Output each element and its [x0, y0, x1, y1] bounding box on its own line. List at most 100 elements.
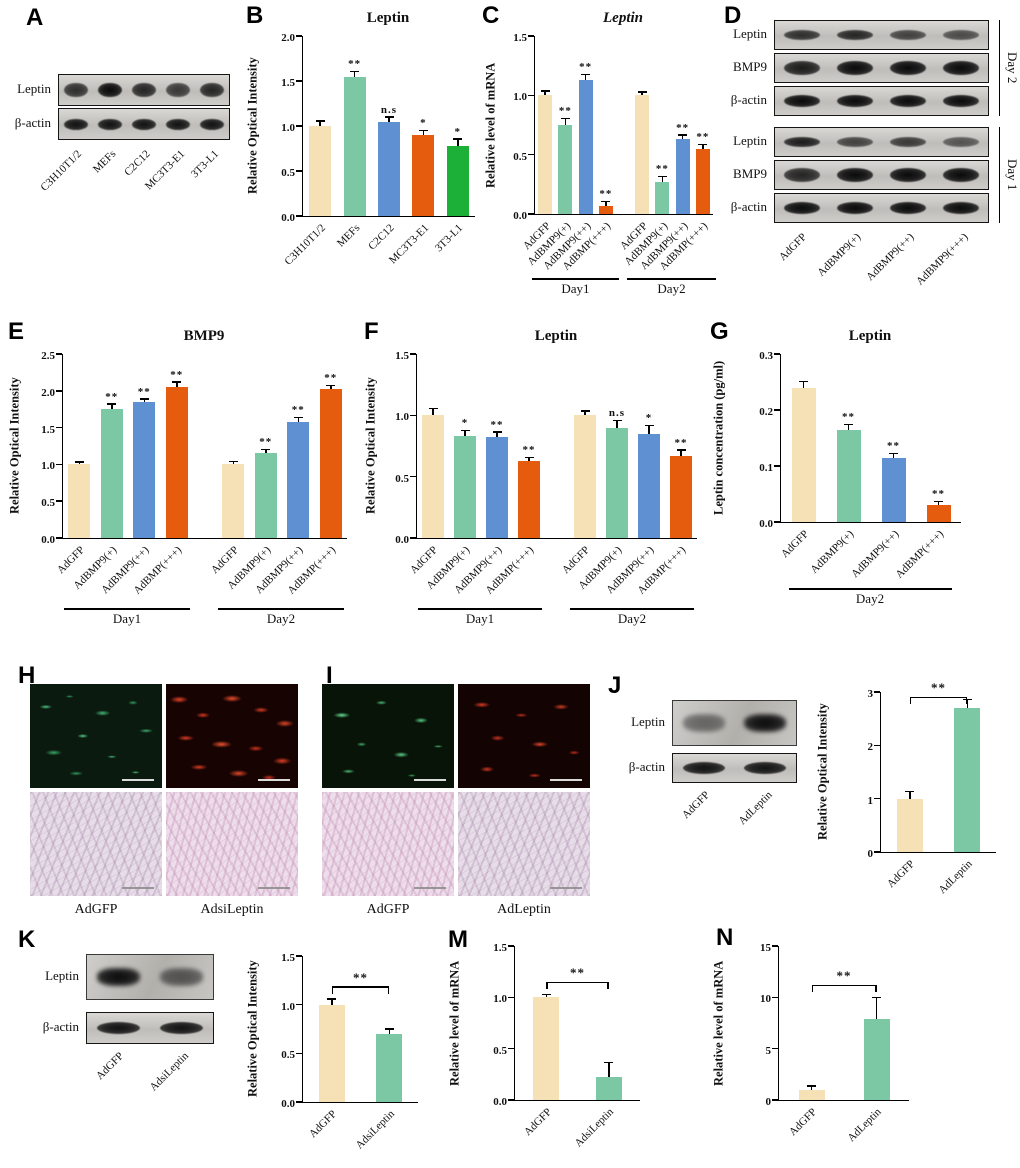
- band-name-label: β-actin: [42, 1019, 79, 1034]
- band-name-label: Leptin: [631, 714, 665, 729]
- y-tick: [410, 353, 416, 355]
- y-tick-label: 1.0: [395, 411, 409, 424]
- scale-bar: [414, 779, 446, 781]
- protein-band: [98, 118, 122, 130]
- y-tick: [528, 153, 534, 156]
- panel-label-i: I: [326, 662, 333, 689]
- error-bar: [297, 418, 299, 422]
- y-tick: [296, 170, 302, 172]
- scale-bar: [122, 779, 154, 781]
- data-bar: [412, 135, 435, 216]
- panel-label-e: E: [8, 318, 25, 345]
- y-tick: [410, 414, 416, 417]
- brightfield-image: [166, 792, 298, 896]
- y-tick-label: 2.0: [41, 386, 55, 399]
- data-bar: [287, 421, 310, 538]
- protein-band: [836, 61, 873, 75]
- western-blot-strip: [86, 954, 214, 1000]
- error-bar-cap: [905, 790, 915, 793]
- error-bar: [937, 502, 940, 506]
- protein-band: [943, 202, 980, 214]
- protein-band: [783, 168, 820, 182]
- microscopy-panel-i: AdGFP AdLeptin: [306, 662, 600, 928]
- error-bar-cap: [541, 993, 551, 996]
- y-tick: [296, 125, 302, 127]
- protein-band: [943, 61, 980, 75]
- error-bar: [564, 119, 567, 125]
- significance-label: **: [522, 444, 536, 457]
- day2-bracket-line: [999, 20, 1001, 116]
- western-blot-strip: [774, 193, 989, 223]
- y-tick-label: 0.0: [513, 210, 527, 222]
- chart-title: Leptin: [534, 328, 578, 344]
- gfp-fluorescence-image: [322, 684, 454, 788]
- data-bar: [954, 708, 981, 852]
- condition-label: AdLeptin: [497, 902, 551, 917]
- western-blot-strip: [774, 86, 989, 116]
- bar-chart-adleptin-protein: Relative Optical Intensity 0 1 2 3 ** AdGFP AdL…: [810, 666, 1020, 930]
- axis-tick-label: C3H10T1/2: [38, 148, 84, 194]
- protein-band: [132, 118, 156, 130]
- plot-area: 0.0 0.1 0.2 0.3 ** ** **: [759, 350, 961, 530]
- y-tick-label: 1.0: [281, 122, 295, 134]
- y-tick-label: 5: [765, 1044, 772, 1057]
- error-bar: [330, 386, 332, 390]
- group-label: Day1: [561, 281, 590, 296]
- protein-band: [682, 714, 725, 732]
- sig-bracket-end: [331, 987, 334, 994]
- protein-band: [744, 762, 787, 774]
- data-bar: [896, 798, 923, 852]
- plot-area: 0.0 0.5 1.0 1.5 * ** ** n.s * **: [395, 350, 697, 546]
- data-bar: [675, 139, 690, 214]
- data-bar: [518, 460, 540, 538]
- error-bar-cap: [807, 1085, 816, 1087]
- error-bar-cap: [934, 500, 943, 503]
- error-bar-cap: [428, 407, 438, 410]
- significance-label: **: [259, 436, 273, 449]
- axis-tick-label: AdGFP: [778, 528, 811, 561]
- protein-band: [64, 118, 88, 130]
- group-underline: [64, 608, 190, 610]
- y-tick-label: 10: [760, 993, 771, 1006]
- y-axis-title: Leptin concentration (pg/ml): [711, 360, 726, 516]
- error-bar: [681, 135, 684, 140]
- day1-bracket-line: [999, 127, 1001, 223]
- group-label: Day1: [465, 611, 495, 626]
- y-tick: [508, 996, 514, 999]
- error-bar: [111, 404, 113, 410]
- panel-label-c: C: [482, 2, 500, 29]
- data-bar: [378, 121, 400, 216]
- band-name-label: β-actin: [730, 199, 767, 214]
- protein-band: [783, 95, 820, 107]
- y-tick: [56, 426, 62, 429]
- sig-bracket-end: [607, 983, 609, 990]
- gfp-fluorescence-image: [30, 684, 162, 788]
- western-blot-strip: [774, 20, 989, 50]
- significance-label: **: [836, 968, 852, 984]
- bar-chart-leptin-cells: Leptin Relative Optical Intensity 0.0 0.5 1.…: [240, 0, 475, 318]
- plot-area: 0 5 10 15 **: [760, 942, 909, 1108]
- y-tick: [508, 1047, 514, 1050]
- bar-chart-leptin-elisa: Leptin Leptin concentration (pg/ml) 0.0 0.1…: [706, 318, 1020, 628]
- y-tick: [774, 409, 780, 411]
- significance-label: **: [353, 969, 368, 985]
- error-bar: [528, 458, 530, 461]
- error-bar: [319, 121, 321, 126]
- error-bar-cap: [560, 117, 570, 120]
- bar-chart-leptin-mrna: Leptin Relative level of mRNA 0.0 0.5 1.0 1.5…: [478, 0, 720, 318]
- sig-bracket: [811, 984, 877, 987]
- significance-label: n.s: [608, 407, 626, 420]
- protein-band: [890, 168, 927, 182]
- data-bar: [68, 464, 91, 538]
- chart-title: BMP9: [183, 328, 225, 344]
- y-axis-title: Relative level of mRNA: [447, 960, 462, 1086]
- error-bar: [648, 426, 650, 434]
- error-bar: [584, 411, 586, 416]
- data-bar: [100, 409, 123, 538]
- error-bar: [584, 75, 587, 80]
- chart-title: Leptin: [366, 10, 410, 26]
- chart-title: Leptin: [848, 328, 892, 344]
- error-bar-cap: [453, 138, 463, 140]
- error-bar-cap: [676, 449, 686, 451]
